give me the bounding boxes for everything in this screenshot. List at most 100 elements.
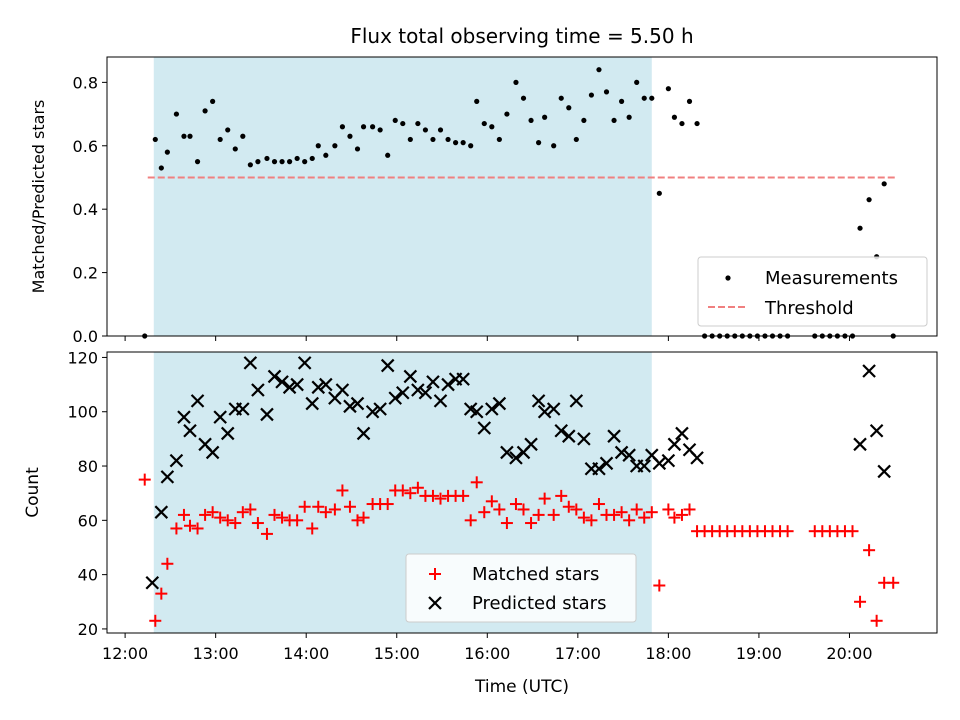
matched-star-point — [434, 492, 447, 505]
measurement-point — [392, 117, 398, 124]
legend-cross-glyph — [428, 596, 442, 610]
measurement-point — [315, 143, 321, 149]
matched-star-point — [538, 492, 551, 505]
predicted-star-point — [205, 445, 220, 460]
measurement-point — [152, 136, 158, 143]
measurement-point — [202, 108, 208, 114]
predicted-star-point — [160, 470, 175, 484]
matched-star-point — [177, 508, 190, 521]
measurement-point — [581, 117, 587, 124]
matched-star-point — [457, 489, 470, 502]
legend-threshold-label: Threshold — [764, 298, 854, 319]
predicted-star-point — [311, 380, 326, 395]
bottom-y-tick-label: 80 — [78, 457, 98, 476]
matched-star-point — [623, 514, 636, 527]
matched-star-point — [608, 508, 621, 521]
predicted-star-point — [297, 356, 312, 370]
measurement-point — [626, 114, 632, 120]
matched-star-point — [381, 498, 394, 511]
measurement-point — [323, 152, 329, 158]
matched-star-point — [155, 587, 168, 600]
matched-star-point — [846, 525, 859, 538]
predicted-star-point — [426, 375, 440, 389]
predicted-star-point — [569, 394, 584, 408]
measurement-point — [881, 181, 887, 187]
matched-star-point — [214, 511, 227, 524]
legend-matched-label: Matched stars — [472, 564, 599, 585]
top-plot-frame — [106, 56, 938, 337]
predicted-star-point — [614, 445, 629, 460]
measurement-point — [437, 127, 444, 133]
predicted-star-point — [260, 407, 274, 422]
predicted-star-point — [236, 402, 250, 416]
predicted-star-point — [509, 451, 523, 465]
legend-predicted-marker — [428, 596, 442, 610]
predicted-star-point — [500, 445, 514, 460]
predicted-star-point — [622, 448, 636, 462]
measurement-point — [481, 120, 487, 127]
x-tick-label: 19:00 — [736, 644, 782, 663]
measurement-point — [596, 67, 602, 73]
measurement-point — [468, 143, 474, 149]
matched-star-point — [357, 511, 370, 524]
x-tick-label: 17:00 — [555, 644, 601, 663]
predicted-star-point — [403, 369, 418, 384]
predicted-star-point — [335, 383, 350, 397]
bottom-y-tick-label: 100 — [67, 403, 98, 422]
top-legend-box — [697, 256, 928, 327]
predicted-star-point — [365, 404, 380, 419]
predicted-star-point — [380, 358, 395, 373]
bottom-plot-frame — [106, 351, 938, 634]
predicted-star-point — [213, 410, 227, 424]
predicted-star-point — [350, 396, 365, 411]
predicted-star-point — [275, 375, 289, 389]
predicted-star-point — [599, 456, 614, 471]
predicted-star-point — [492, 396, 507, 411]
matched-star-point — [404, 487, 417, 500]
matched-star-point — [592, 498, 605, 511]
top-y-tick-label: 0.0 — [73, 327, 98, 346]
measurement-point — [528, 117, 534, 124]
predicted-star-point — [592, 461, 606, 476]
matched-star-point — [525, 517, 538, 530]
matched-star-point — [478, 506, 491, 519]
predicted-star-point — [537, 404, 552, 419]
bottom-star-count-points — [138, 356, 900, 627]
matched-star-point — [319, 506, 332, 519]
matched-star-point — [675, 508, 688, 521]
bottom-legend-box — [405, 553, 637, 623]
predicted-star-point — [661, 453, 676, 468]
measurement-point — [573, 136, 579, 143]
matched-star-point — [517, 503, 530, 516]
measurement-point — [377, 127, 383, 133]
matched-star-point — [199, 508, 212, 521]
predicted-star-point — [220, 426, 235, 441]
measurement-point — [347, 133, 353, 139]
predicted-star-point — [169, 453, 184, 468]
matched-star-point — [863, 544, 876, 557]
x-tick-label: 13:00 — [193, 644, 239, 663]
bottom-y-tick-label: 120 — [67, 348, 98, 367]
matched-star-point — [500, 517, 513, 530]
matched-star-point — [555, 489, 568, 502]
top-y-tick-label: 0.8 — [73, 73, 98, 92]
legend-measurements-marker — [725, 275, 731, 281]
predicted-star-point — [652, 456, 667, 471]
predicted-star-point — [869, 423, 884, 438]
matched-star-point — [854, 595, 867, 608]
matched-star-point — [206, 506, 219, 519]
measurement-point — [422, 127, 429, 133]
predicted-star-point — [373, 402, 387, 416]
measurement-point — [551, 143, 557, 149]
matched-star-point — [570, 503, 583, 516]
measurement-point — [460, 140, 466, 146]
predicted-star-point — [154, 505, 169, 519]
matched-star-point — [298, 500, 311, 513]
measurement-point — [513, 79, 519, 85]
matched-star-point — [547, 508, 560, 521]
predicted-star-point — [433, 394, 448, 408]
matched-star-point — [328, 503, 341, 516]
x-tick-label: 20:00 — [826, 644, 872, 663]
matched-star-point — [470, 476, 483, 489]
bottom-y-tick-label: 40 — [78, 566, 98, 585]
